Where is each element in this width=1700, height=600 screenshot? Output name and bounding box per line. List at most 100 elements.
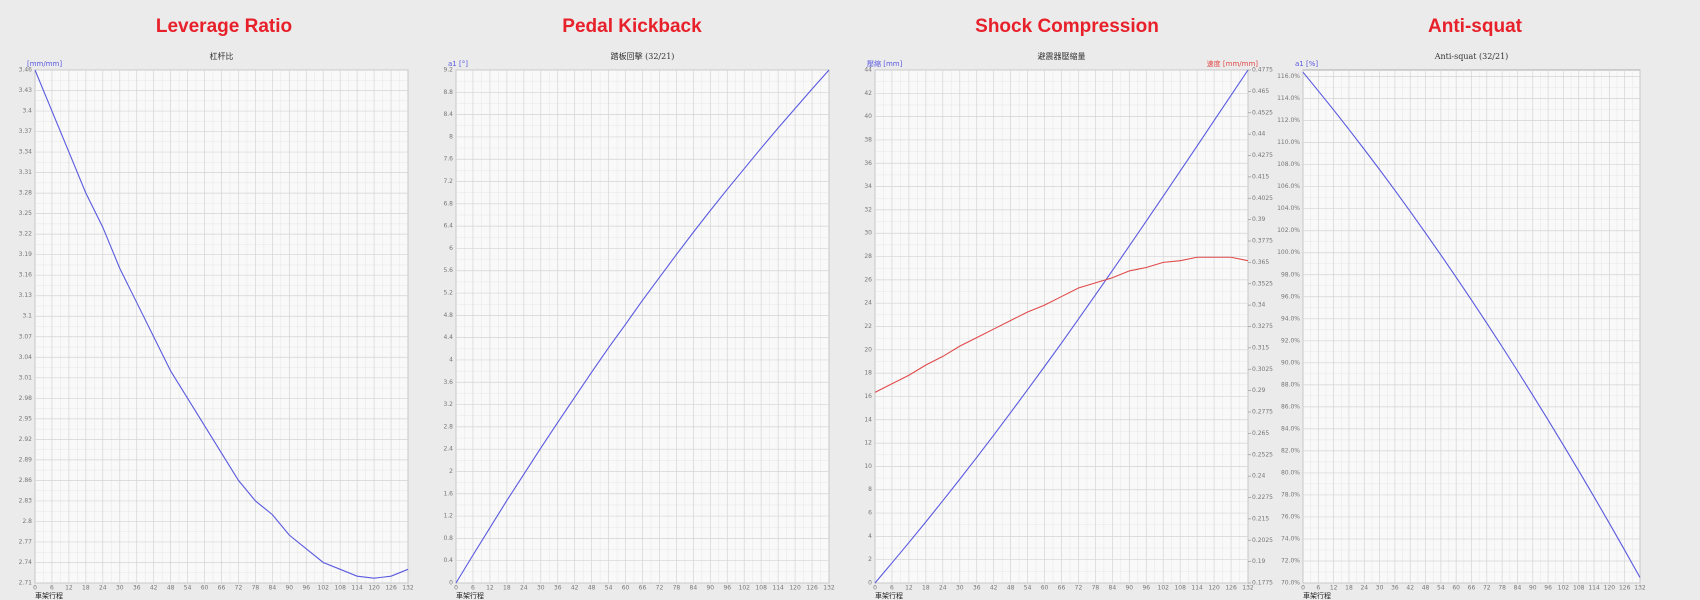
y-tick-label: 112.0% xyxy=(1277,117,1300,124)
x-tick-label: 0 xyxy=(873,585,877,592)
x-tick-label: 126 xyxy=(385,585,397,592)
y2-tick-label: 0.365 xyxy=(1252,259,1269,266)
y-tick-label: 3.37 xyxy=(19,128,33,135)
y-tick-label: 2.71 xyxy=(19,580,33,587)
y-tick-label: 0.8 xyxy=(443,535,453,542)
x-tick-label: 6 xyxy=(50,585,54,592)
y-tick-label: 3.16 xyxy=(19,272,33,279)
y-tick-label: 3.34 xyxy=(19,149,33,156)
x-tick-label: 72 xyxy=(1483,585,1491,592)
x-tick-label: 6 xyxy=(1316,585,1320,592)
x-tick-label: 108 xyxy=(334,585,346,592)
x-tick-label: 126 xyxy=(806,585,818,592)
x-tick-label: 126 xyxy=(1619,585,1631,592)
y-tick-label: 32 xyxy=(864,206,872,213)
x-axis-label: 車架行程 xyxy=(456,591,484,600)
y-tick-label: 2.83 xyxy=(19,497,33,504)
x-tick-label: 36 xyxy=(1391,585,1399,592)
y-tick-label: 34 xyxy=(864,183,872,190)
y-tick-label: 116.0% xyxy=(1277,73,1300,80)
x-tick-label: 90 xyxy=(1529,585,1537,592)
y-tick-label: 7.2 xyxy=(443,178,453,185)
y-tick-label: 2.98 xyxy=(19,395,33,402)
x-tick-label: 36 xyxy=(973,585,981,592)
x-tick-label: 60 xyxy=(622,585,630,592)
series-line xyxy=(874,69,1249,584)
x-tick-label: 108 xyxy=(755,585,767,592)
y-tick-label: 108.0% xyxy=(1277,161,1300,168)
x-tick-label: 60 xyxy=(201,585,209,592)
x-tick-label: 78 xyxy=(1498,585,1506,592)
x-tick-label: 96 xyxy=(302,585,310,592)
x-axis-label: 車架行程 xyxy=(875,591,903,600)
y-tick-label: 4 xyxy=(868,533,872,540)
series-line xyxy=(874,256,1249,393)
x-tick-label: 90 xyxy=(706,585,714,592)
y2-tick-label: 0.3525 xyxy=(1252,280,1273,287)
x-tick-label: 18 xyxy=(82,585,90,592)
y-tick-label: 96.0% xyxy=(1281,293,1300,300)
y-tick-label: 4.4 xyxy=(443,334,453,341)
y2-tick-label: 0.1775 xyxy=(1252,580,1273,587)
x-tick-label: 36 xyxy=(133,585,141,592)
x-tick-label: 48 xyxy=(167,585,175,592)
x-tick-label: 6 xyxy=(890,585,894,592)
y-tick-label: 3.04 xyxy=(19,354,33,361)
x-tick-label: 30 xyxy=(116,585,124,592)
x-tick-label: 12 xyxy=(65,585,73,592)
x-tick-label: 30 xyxy=(956,585,964,592)
y-tick-label: 10 xyxy=(864,463,872,470)
x-tick-label: 72 xyxy=(1075,585,1083,592)
x-tick-label: 84 xyxy=(1109,585,1117,592)
y2-tick-label: 0.265 xyxy=(1252,430,1269,437)
x-tick-label: 108 xyxy=(1573,585,1585,592)
y2-tick-label: 0.415 xyxy=(1252,173,1269,180)
y2-tick-label: 0.2275 xyxy=(1252,494,1273,501)
x-tick-label: 0 xyxy=(1301,585,1305,592)
y2-tick-label: 0.34 xyxy=(1252,302,1266,309)
x-tick-label: 132 xyxy=(823,585,835,592)
x-tick-label: 84 xyxy=(690,585,698,592)
x-tick-label: 24 xyxy=(99,585,107,592)
y-tick-label: 24 xyxy=(864,300,872,307)
x-tick-label: 120 xyxy=(1208,585,1220,592)
y-tick-label: 4.8 xyxy=(443,312,453,319)
x-tick-label: 72 xyxy=(656,585,664,592)
y-tick-label: 3.2 xyxy=(443,401,453,408)
y-tick-label: 6 xyxy=(868,510,872,517)
y2-tick-label: 0.3775 xyxy=(1252,238,1273,245)
y2-tick-label: 0.19 xyxy=(1252,558,1266,565)
y-tick-label: 5.6 xyxy=(443,267,453,274)
y-tick-label: 1.2 xyxy=(443,513,453,520)
y2-tick-label: 0.2525 xyxy=(1252,451,1273,458)
y-tick-label: 70.0% xyxy=(1281,580,1300,587)
x-tick-label: 72 xyxy=(235,585,243,592)
y2-tick-label: 0.3275 xyxy=(1252,323,1273,330)
chart-subtitle: Anti-squat (32/21) xyxy=(1434,52,1509,61)
y2-axis-label: 速度 [mm/mm] xyxy=(1207,59,1259,68)
y-tick-label: 2.95 xyxy=(19,415,33,422)
y-tick-label: 3.13 xyxy=(19,292,33,299)
y-tick-label: 7.6 xyxy=(443,156,453,163)
x-tick-label: 6 xyxy=(471,585,475,592)
y2-tick-label: 0.465 xyxy=(1252,88,1269,95)
y-tick-label: 3.43 xyxy=(19,87,33,94)
chart-subtitle: 踏板回擊 (32/21) xyxy=(611,51,675,61)
y-tick-label: 28 xyxy=(864,253,872,260)
y-tick-label: 2.86 xyxy=(19,477,33,484)
x-tick-label: 18 xyxy=(1345,585,1353,592)
y2-tick-label: 0.4025 xyxy=(1252,195,1273,202)
x-tick-label: 48 xyxy=(1422,585,1430,592)
y2-tick-label: 0.2025 xyxy=(1252,537,1273,544)
y-tick-label: 110.0% xyxy=(1277,139,1300,146)
y-tick-label: 80.0% xyxy=(1281,469,1300,476)
x-tick-label: 90 xyxy=(1125,585,1133,592)
x-tick-label: 132 xyxy=(1242,585,1254,592)
x-axis-label: 車架行程 xyxy=(35,591,63,600)
x-tick-label: 12 xyxy=(905,585,913,592)
y-tick-label: 44 xyxy=(864,67,872,74)
x-tick-label: 54 xyxy=(1437,585,1445,592)
y-tick-label: 88.0% xyxy=(1281,381,1300,388)
y2-tick-label: 0.44 xyxy=(1252,131,1266,138)
